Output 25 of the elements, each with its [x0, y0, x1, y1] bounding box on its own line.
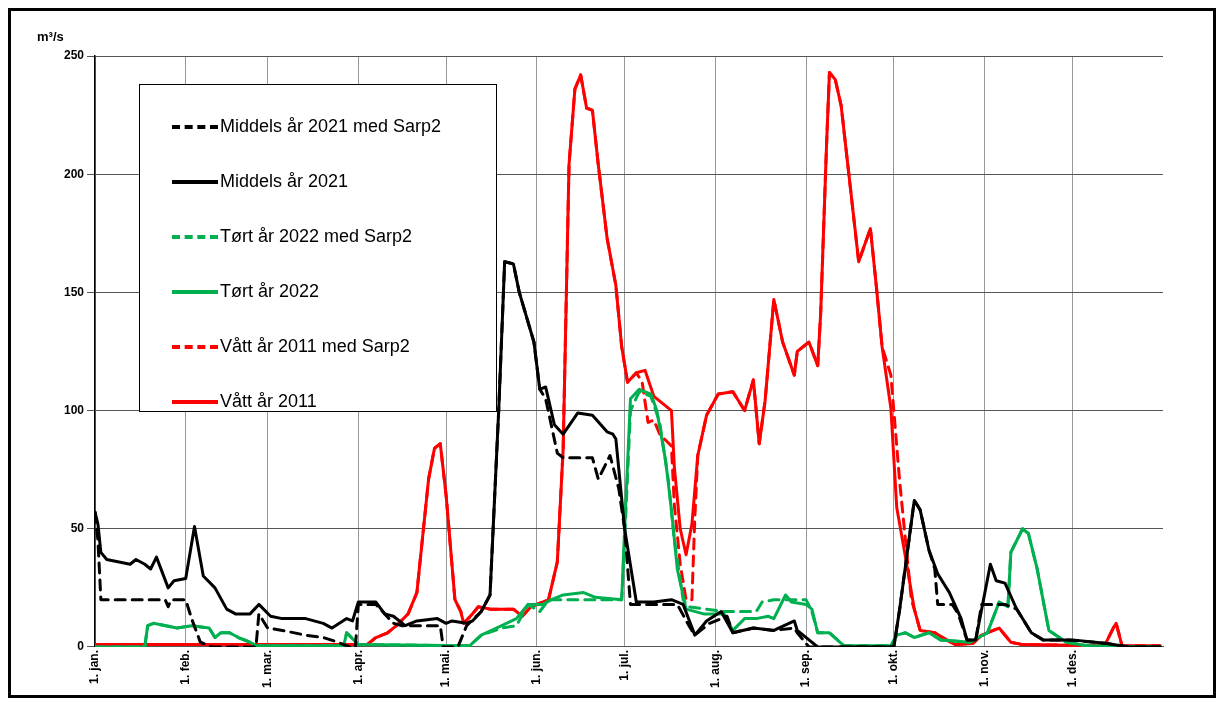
x-tick-label: 1. jan. — [87, 649, 102, 684]
x-tick-label: 1. nov. — [976, 649, 991, 688]
x-tick-label: 1. aug. — [707, 649, 722, 688]
x-tick-label: 1. okt. — [886, 649, 901, 685]
y-axis-title: m³/s — [37, 29, 64, 44]
y-tick-label: 100 — [63, 402, 85, 417]
legend-label: Tørt år 2022 med Sarp2 — [220, 226, 413, 247]
legend-label: Tørt år 2022 — [220, 281, 320, 302]
legend-label: Middels år 2021 med Sarp2 — [220, 116, 442, 137]
x-tick-label: 1. jun. — [529, 649, 544, 685]
legend-label: Middels år 2021 — [220, 171, 349, 192]
x-tick-label: 1. jul. — [616, 649, 631, 681]
x-tick-label: 1. feb. — [178, 649, 193, 685]
x-tick-label: 1. des. — [1064, 649, 1079, 688]
y-tick-label: 0 — [77, 639, 85, 654]
x-tick-label: 1. apr. — [350, 649, 365, 685]
legend-label: Vått år 2011 — [220, 391, 317, 412]
x-tick-label: 1. mai. — [438, 649, 453, 688]
y-tick-label: 250 — [63, 48, 85, 63]
x-tick-label: 1. sep. — [798, 649, 813, 688]
legend-label: Vått år 2011 med Sarp2 — [220, 336, 410, 357]
x-tick-label: 1. mar. — [259, 649, 274, 688]
y-tick-label: 200 — [63, 166, 85, 181]
y-tick-label: 150 — [63, 284, 85, 299]
y-tick-label: 50 — [70, 521, 85, 536]
